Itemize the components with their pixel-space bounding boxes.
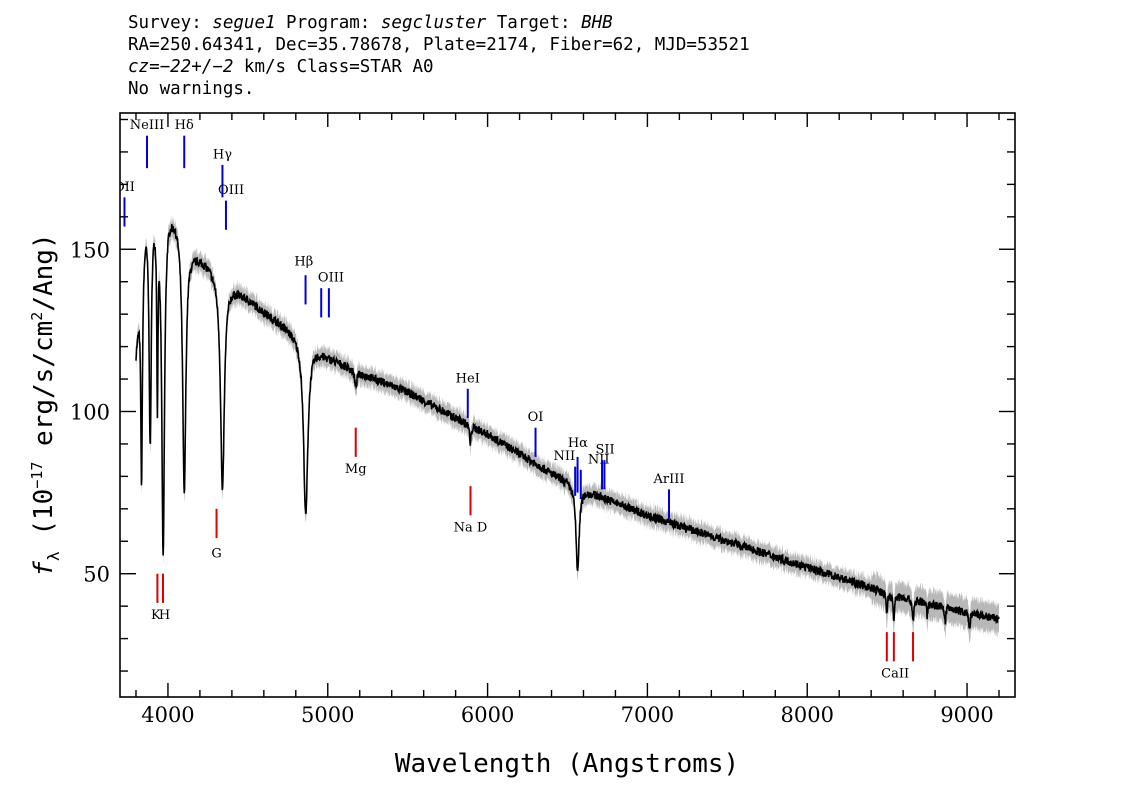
target-label: Target: [486,13,582,33]
line-marker-label: Hγ [213,147,232,162]
cz-rest: km/s Class=STAR A0 [233,57,434,77]
line-marker-label: Hα [568,436,588,451]
x-tick-label: 6000 [461,703,514,727]
y-axis-title: fλ (10−17 erg/s/cm2/Ang) [28,233,63,576]
x-tick-labels: 4000 5000 6000 7000 8000 9000 [141,703,994,727]
y-axis-title-f: f [29,561,59,577]
program-label: Program: [275,13,381,33]
header-line-survey: Survey: segue1 Program: segcluster Targe… [128,12,750,34]
axis-ticks [120,113,1015,697]
line-marker-label: NeIII [130,118,164,133]
x-axis-title: Wavelength (Angstroms) [395,749,739,779]
error-band-area [135,214,1000,644]
line-marker-label: Hδ [175,118,194,133]
line-marker-label: ArIII [652,472,684,487]
cz-value: =−22+/−2 [149,57,234,77]
header-line-coords: RA=250.64341, Dec=35.78678, Plate=2174, … [128,35,750,55]
y-tick-label: 50 [83,563,110,587]
plot-frame [119,112,1016,698]
header-line-warnings: No warnings. [128,79,255,99]
line-marker-label: CaII [881,667,909,682]
y-axis-title-post: /Ang) [29,233,59,311]
target-value: BHB [581,13,613,33]
line-marker-label: Na D [454,521,488,536]
line-marker-label: Hβ [294,254,313,269]
line-marker-label: K [151,608,161,623]
x-tick-label: 4000 [141,703,194,727]
y-axis-title-exp2: 2 [28,312,46,321]
line-marker-label: OIII [218,183,244,198]
program-value: segcluster [380,13,487,33]
cz-label: cz [128,57,150,77]
line-marker-label: OIII [318,271,344,286]
line-marker-label: NII [553,449,575,464]
y-axis-title-mid: erg/s/cm [29,321,59,462]
survey-label: Survey: [128,13,213,33]
line-marker-label: H [159,608,170,623]
y-axis-title-lambda: λ [44,551,63,561]
line-marker-label: OI [528,410,544,425]
line-marker-label: HeI [456,371,480,386]
y-axis-title-pre: (10 [29,489,59,552]
y-axis-title-exp1: −17 [28,462,46,489]
x-tick-label: 9000 [940,703,993,727]
survey-value: segue1 [212,13,276,33]
error-band [135,214,1000,644]
y-tick-label: 150 [70,238,110,262]
flux-line [135,224,1000,630]
line-marker-label: OII [114,180,135,195]
x-tick-label: 8000 [781,703,834,727]
line-marker-label: Mg [345,462,367,477]
spectrum-header: Survey: segue1 Program: segcluster Targe… [128,12,750,100]
line-marker-label: SII [595,443,614,458]
y-tick-labels: 50 100 150 [70,238,110,586]
line-marker-label: G [211,546,221,561]
x-tick-label: 7000 [621,703,674,727]
flux-series [135,224,1000,630]
x-tick-label: 5000 [301,703,354,727]
y-tick-label: 100 [70,400,110,424]
header-line-redshift: cz=−22+/−2 km/s Class=STAR A0 [128,56,750,78]
